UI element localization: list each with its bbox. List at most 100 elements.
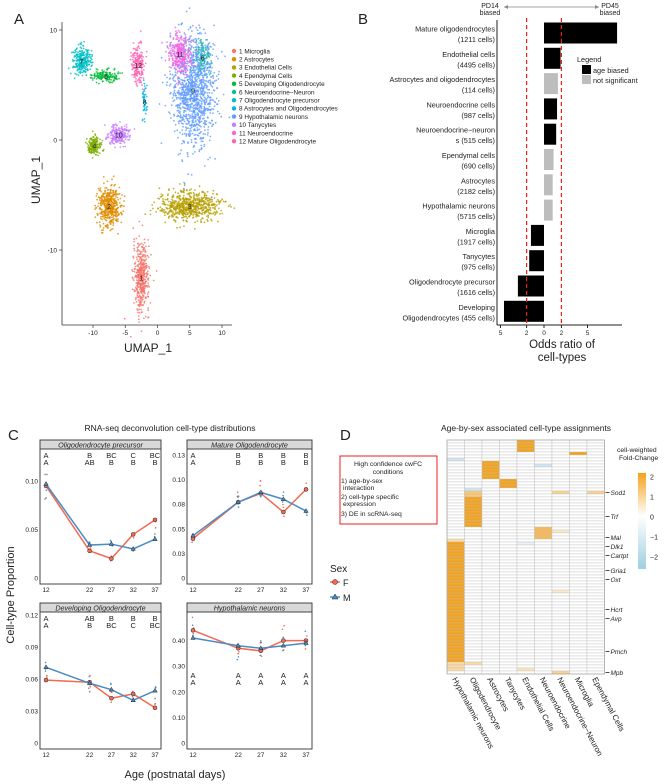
umap-point <box>139 30 142 32</box>
heatmap-cell <box>499 541 518 546</box>
heatmap-cell <box>481 505 500 510</box>
panel-label-c: C <box>8 427 19 444</box>
umap-point <box>187 204 190 207</box>
heatmap-cell <box>446 526 465 531</box>
umap-point <box>185 65 188 67</box>
umap-point <box>115 192 117 195</box>
umap-point <box>109 216 112 219</box>
heatmap-cell <box>464 499 483 504</box>
heatmap-cell <box>499 439 518 444</box>
heatmap-cell <box>464 508 483 513</box>
umap-point <box>135 78 137 80</box>
heatmap-cell <box>586 544 605 549</box>
heatmap-cell <box>586 505 605 510</box>
umap-point <box>94 75 96 78</box>
umap-point <box>139 79 142 82</box>
umap-point <box>164 214 166 217</box>
umap-point <box>101 149 104 152</box>
umap-point <box>134 265 137 268</box>
umap-x-tick-label: 10 <box>218 330 226 337</box>
umap-point <box>190 213 193 215</box>
umap-point <box>111 126 113 128</box>
umap-point <box>131 276 134 279</box>
umap-point <box>135 301 138 303</box>
heatmap-cell <box>586 448 605 453</box>
umap-point <box>188 61 191 64</box>
heatmap-cell <box>446 487 465 492</box>
umap-point <box>203 51 206 54</box>
umap-point <box>182 118 185 121</box>
umap-point <box>92 145 94 148</box>
umap-point <box>204 123 206 126</box>
replicate-point <box>259 495 262 497</box>
umap-point <box>191 103 194 105</box>
umap-point <box>200 200 203 203</box>
umap-point <box>208 92 211 94</box>
umap-point <box>179 183 181 185</box>
umap-point <box>114 208 117 211</box>
umap-point <box>147 273 149 275</box>
umap-point <box>207 206 210 208</box>
umap-point <box>94 143 97 146</box>
odds-bar <box>503 300 544 322</box>
umap-point <box>140 330 143 333</box>
heatmap-cell <box>551 544 570 549</box>
umap-point <box>186 151 189 154</box>
umap-point <box>198 121 201 123</box>
umap-point <box>203 70 206 73</box>
heatmap-cell <box>464 472 483 477</box>
umap-point <box>202 89 205 91</box>
heatmap-cell <box>516 454 535 459</box>
umap-point <box>198 67 201 70</box>
umap-point <box>206 109 209 112</box>
umap-point <box>213 80 216 82</box>
umap-point <box>93 77 95 80</box>
bar-label: Endothelial cells <box>442 50 495 59</box>
umap-point <box>182 66 185 68</box>
heatmap-cell <box>586 523 605 528</box>
heatmap-cell <box>551 463 570 468</box>
umap-point <box>184 198 187 201</box>
umap-point <box>173 203 176 206</box>
umap-point <box>210 199 212 201</box>
heatmap-cell <box>516 466 535 471</box>
heatmap-cell <box>516 457 535 462</box>
umap-point <box>109 195 111 198</box>
umap-point <box>138 81 141 84</box>
umap-point <box>118 186 121 189</box>
odds-x-tick-label: 2 <box>525 330 529 337</box>
umap-point <box>190 196 193 199</box>
heatmap-cell <box>516 475 535 480</box>
heatmap-cell <box>551 550 570 555</box>
umap-point <box>123 125 126 127</box>
umap-point <box>169 32 172 35</box>
heatmap-cell <box>464 550 483 555</box>
legend-title: Legend <box>577 55 601 64</box>
umap-point <box>163 201 166 204</box>
umap-point <box>179 47 181 50</box>
umap-point <box>114 183 116 186</box>
umap-point <box>184 33 187 36</box>
umap-point <box>206 38 209 41</box>
umap-point <box>184 215 186 218</box>
heatmap-cell <box>499 520 518 525</box>
significance-letter-F: B <box>281 458 286 467</box>
heatmap-cell <box>534 469 553 474</box>
umap-point <box>112 127 115 130</box>
replicate-point <box>304 648 307 650</box>
umap-point <box>145 267 148 269</box>
y-tick-label: 0.05 <box>25 527 38 534</box>
umap-point <box>207 126 210 128</box>
umap-point <box>191 121 194 123</box>
umap-point <box>97 202 100 205</box>
heatmap-cell <box>499 514 518 519</box>
umap-point <box>125 126 128 128</box>
umap-point <box>170 66 173 69</box>
umap-point <box>193 85 196 87</box>
heatmap-cell <box>499 457 518 462</box>
heatmap-cell <box>516 445 535 450</box>
umap-point <box>175 38 178 40</box>
